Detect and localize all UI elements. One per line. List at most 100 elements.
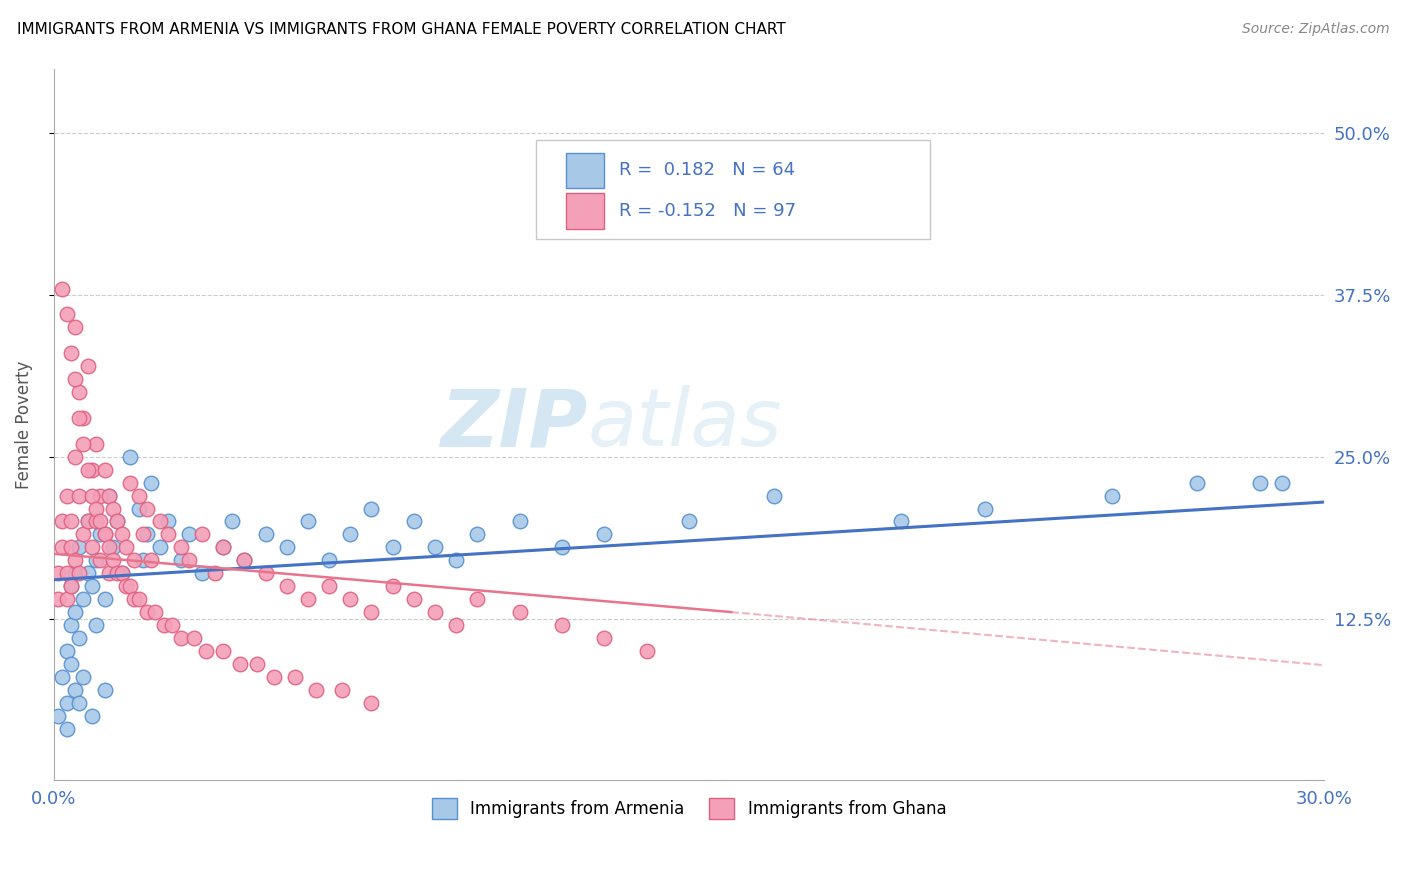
Point	[551, 541, 574, 555]
Point	[246, 657, 269, 671]
Point	[402, 592, 425, 607]
Point	[1270, 475, 1292, 490]
Point	[551, 618, 574, 632]
Point	[84, 553, 107, 567]
Point	[72, 592, 94, 607]
Point	[51, 541, 73, 555]
Point	[1249, 475, 1271, 490]
Point	[51, 670, 73, 684]
Point	[110, 566, 132, 581]
Point	[84, 515, 107, 529]
Point	[59, 541, 82, 555]
Point	[63, 450, 86, 464]
Point	[105, 515, 128, 529]
Point	[67, 696, 90, 710]
Point	[67, 385, 90, 400]
Point	[63, 566, 86, 581]
Point	[276, 579, 298, 593]
Point	[105, 515, 128, 529]
Text: R =  0.182   N = 64: R = 0.182 N = 64	[619, 161, 796, 179]
Point	[1185, 475, 1208, 490]
Point	[254, 527, 277, 541]
Point	[890, 515, 912, 529]
Point	[67, 566, 90, 581]
Point	[93, 527, 115, 541]
Point	[46, 592, 69, 607]
Point	[72, 411, 94, 425]
Point	[51, 281, 73, 295]
Point	[339, 592, 361, 607]
Point	[93, 463, 115, 477]
Text: Source: ZipAtlas.com: Source: ZipAtlas.com	[1241, 22, 1389, 37]
Point	[63, 682, 86, 697]
Point	[97, 566, 120, 581]
Point	[318, 579, 340, 593]
Point	[974, 501, 997, 516]
Point	[423, 541, 446, 555]
Point	[212, 541, 235, 555]
Point	[67, 631, 90, 645]
Point	[141, 553, 163, 567]
Point	[141, 475, 163, 490]
Point	[128, 501, 150, 516]
Point	[149, 541, 172, 555]
Point	[76, 515, 98, 529]
Point	[381, 579, 404, 593]
Point	[444, 618, 467, 632]
Point	[72, 437, 94, 451]
Point	[97, 541, 120, 555]
Point	[423, 605, 446, 619]
Point	[55, 696, 77, 710]
Point	[84, 501, 107, 516]
Point	[233, 553, 256, 567]
Point	[63, 320, 86, 334]
Point	[128, 489, 150, 503]
Point	[122, 553, 145, 567]
Point	[153, 618, 176, 632]
Point	[284, 670, 307, 684]
Point	[276, 541, 298, 555]
Point	[59, 579, 82, 593]
Point	[46, 566, 69, 581]
Point	[76, 359, 98, 374]
Point	[360, 605, 382, 619]
Point	[55, 489, 77, 503]
Point	[63, 372, 86, 386]
Point	[593, 527, 616, 541]
Point	[212, 541, 235, 555]
Point	[67, 489, 90, 503]
FancyBboxPatch shape	[537, 140, 931, 239]
Point	[162, 618, 184, 632]
Point	[105, 566, 128, 581]
Point	[89, 527, 111, 541]
Point	[509, 515, 531, 529]
Point	[93, 592, 115, 607]
Point	[183, 631, 205, 645]
Point	[195, 644, 218, 658]
Point	[55, 566, 77, 581]
Point	[132, 527, 155, 541]
Point	[76, 566, 98, 581]
Point	[110, 566, 132, 581]
Point	[93, 527, 115, 541]
Text: IMMIGRANTS FROM ARMENIA VS IMMIGRANTS FROM GHANA FEMALE POVERTY CORRELATION CHAR: IMMIGRANTS FROM ARMENIA VS IMMIGRANTS FR…	[17, 22, 786, 37]
Point	[55, 722, 77, 736]
Point	[67, 541, 90, 555]
Point	[80, 489, 103, 503]
Point	[318, 553, 340, 567]
Point	[80, 541, 103, 555]
Text: R = -0.152   N = 97: R = -0.152 N = 97	[619, 202, 796, 219]
Point	[170, 541, 193, 555]
Point	[132, 553, 155, 567]
Point	[101, 501, 124, 516]
Point	[46, 708, 69, 723]
Point	[114, 579, 136, 593]
Point	[80, 579, 103, 593]
Point	[118, 579, 141, 593]
Point	[89, 515, 111, 529]
Point	[330, 682, 353, 697]
Point	[444, 553, 467, 567]
Point	[360, 501, 382, 516]
Point	[63, 553, 86, 567]
Text: ZIP: ZIP	[440, 385, 588, 464]
